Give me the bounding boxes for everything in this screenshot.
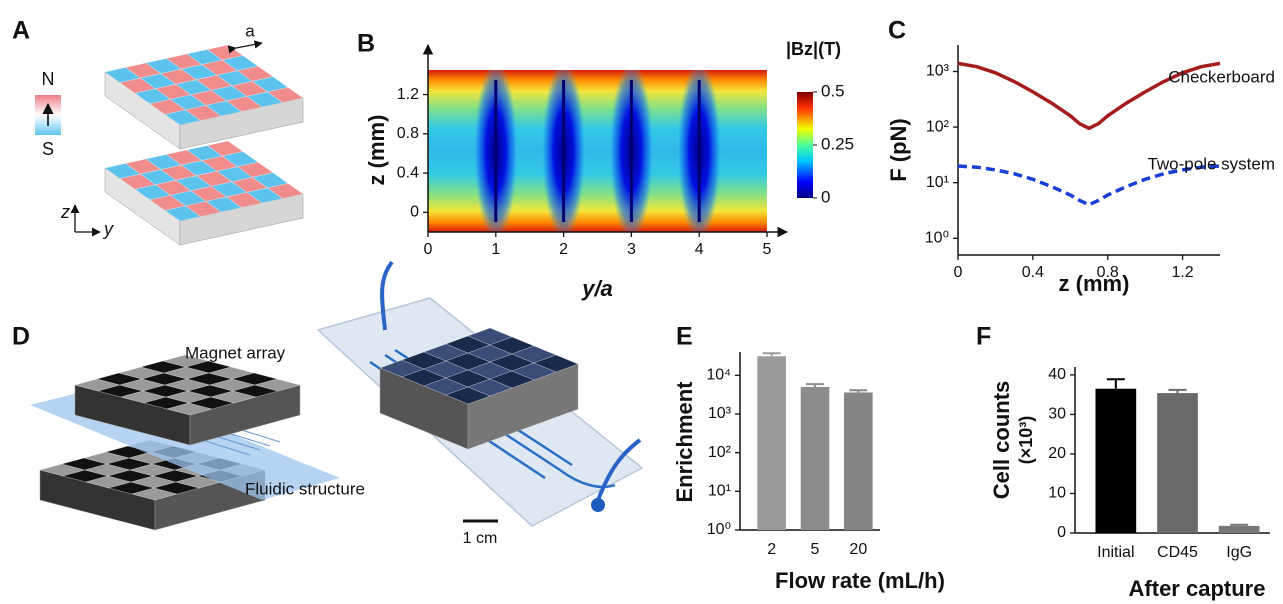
error-bar <box>806 383 824 387</box>
x-axis-title: After capture <box>1129 576 1266 601</box>
block-cell <box>253 378 302 392</box>
panel-label: D <box>12 323 30 351</box>
y-tick-label: 10¹ <box>708 483 731 500</box>
scale-label: 1 cm <box>463 530 498 547</box>
z-axis-label: z <box>60 202 70 222</box>
north-label: N <box>42 69 55 89</box>
block-cell <box>266 87 304 103</box>
error-bar <box>1230 523 1249 526</box>
y-tick-label: 10⁰ <box>707 521 731 538</box>
x-axis-title: z (mm) <box>1059 271 1130 296</box>
y-tick-label: 10² <box>926 118 950 135</box>
series-line <box>957 164 1221 207</box>
bar <box>1095 388 1137 533</box>
x-tick-label: 1.2 <box>1171 264 1193 281</box>
y-tick-label: 30 <box>1048 406 1066 423</box>
error-bar <box>849 389 868 393</box>
y-tick-label: 10⁴ <box>706 367 731 384</box>
x-tick-label: CD45 <box>1157 544 1198 561</box>
y-tick-label: 1.2 <box>397 86 419 103</box>
block-cell <box>266 183 304 199</box>
y-tick-label: 0.4 <box>397 164 419 181</box>
y-tick-label: 10¹ <box>926 174 949 191</box>
y-tick-label: 20 <box>1048 445 1066 462</box>
y-tick-label: 10³ <box>708 405 732 422</box>
illustrations <box>30 44 644 531</box>
error-bar <box>762 352 781 357</box>
y-tick-label: 10³ <box>926 63 950 80</box>
x-tick-label: 1 <box>491 241 500 258</box>
y-axis-title: (×10³) <box>1016 416 1036 465</box>
series-line <box>957 61 1221 131</box>
x-tick-label: 3 <box>627 241 636 258</box>
panel-label: C <box>888 17 906 45</box>
x-tick-label: 2 <box>559 241 568 258</box>
y-axis-label: y <box>102 219 114 239</box>
bar <box>1218 525 1260 533</box>
x-tick-label: 20 <box>849 541 867 558</box>
series-label: Checkerboard <box>1168 67 1275 86</box>
block-cell <box>533 354 579 373</box>
x-tick-label: 5 <box>763 241 772 258</box>
panel-label: E <box>676 323 693 351</box>
panel-label: B <box>357 30 375 58</box>
x-tick-label: Initial <box>1097 544 1134 561</box>
tube <box>380 260 394 331</box>
spacing-label: a <box>245 21 255 40</box>
y-tick-label: 10⁰ <box>925 229 949 246</box>
y-tick-label: 0 <box>410 204 419 221</box>
spacing-arrow <box>227 40 263 54</box>
tube <box>596 438 642 501</box>
y-tick-label: 10² <box>708 444 732 461</box>
series-label: Two-pole system <box>1147 154 1275 173</box>
y-tick-label: 10 <box>1048 485 1066 502</box>
heatmap <box>428 70 767 232</box>
y-axis-title: Cell counts <box>989 381 1014 500</box>
colorbar <box>797 92 813 198</box>
error-bar <box>1168 388 1187 394</box>
bar <box>800 386 830 530</box>
y-axis-title: Enrichment <box>672 381 697 503</box>
colorbar-tick-label: 0.5 <box>821 81 845 100</box>
block-side <box>467 363 579 450</box>
x-tick-label: 2 <box>767 541 776 558</box>
colorbar-tick-label: 0 <box>821 187 830 206</box>
x-tick-label: 4 <box>695 241 704 258</box>
x-tick-label: IgG <box>1226 544 1252 561</box>
y-axis-title: z (mm) <box>364 115 389 186</box>
x-tick-label: 0.4 <box>1022 264 1044 281</box>
bar <box>1157 393 1198 533</box>
colorbar-title: |Bz|(T) <box>786 39 841 59</box>
x-tick-label: 0 <box>424 241 433 258</box>
bar <box>757 356 786 530</box>
fluidic-label: Fluidic structure <box>245 479 365 498</box>
y-axis-title: F (pN) <box>886 118 911 182</box>
x-axis-title: Flow rate (mL/h) <box>775 568 945 593</box>
colorbar-tick-label: 0.25 <box>821 134 854 153</box>
x-tick-label: 0.8 <box>1097 264 1119 281</box>
bar <box>844 392 873 530</box>
panel-label: F <box>976 323 991 351</box>
port <box>591 498 605 512</box>
block-side <box>189 384 301 446</box>
magnet-label: Magnet array <box>185 343 286 362</box>
error-bar <box>1106 378 1125 389</box>
south-label: S <box>42 139 54 159</box>
y-tick-label: 0.8 <box>397 125 419 142</box>
x-tick-label: 5 <box>811 541 820 558</box>
x-tick-label: 0 <box>954 264 963 281</box>
y-tick-label: 40 <box>1048 366 1066 383</box>
panel-label: A <box>12 17 30 45</box>
x-axis-title: y/a <box>581 276 613 301</box>
y-tick-label: 0 <box>1057 524 1066 541</box>
